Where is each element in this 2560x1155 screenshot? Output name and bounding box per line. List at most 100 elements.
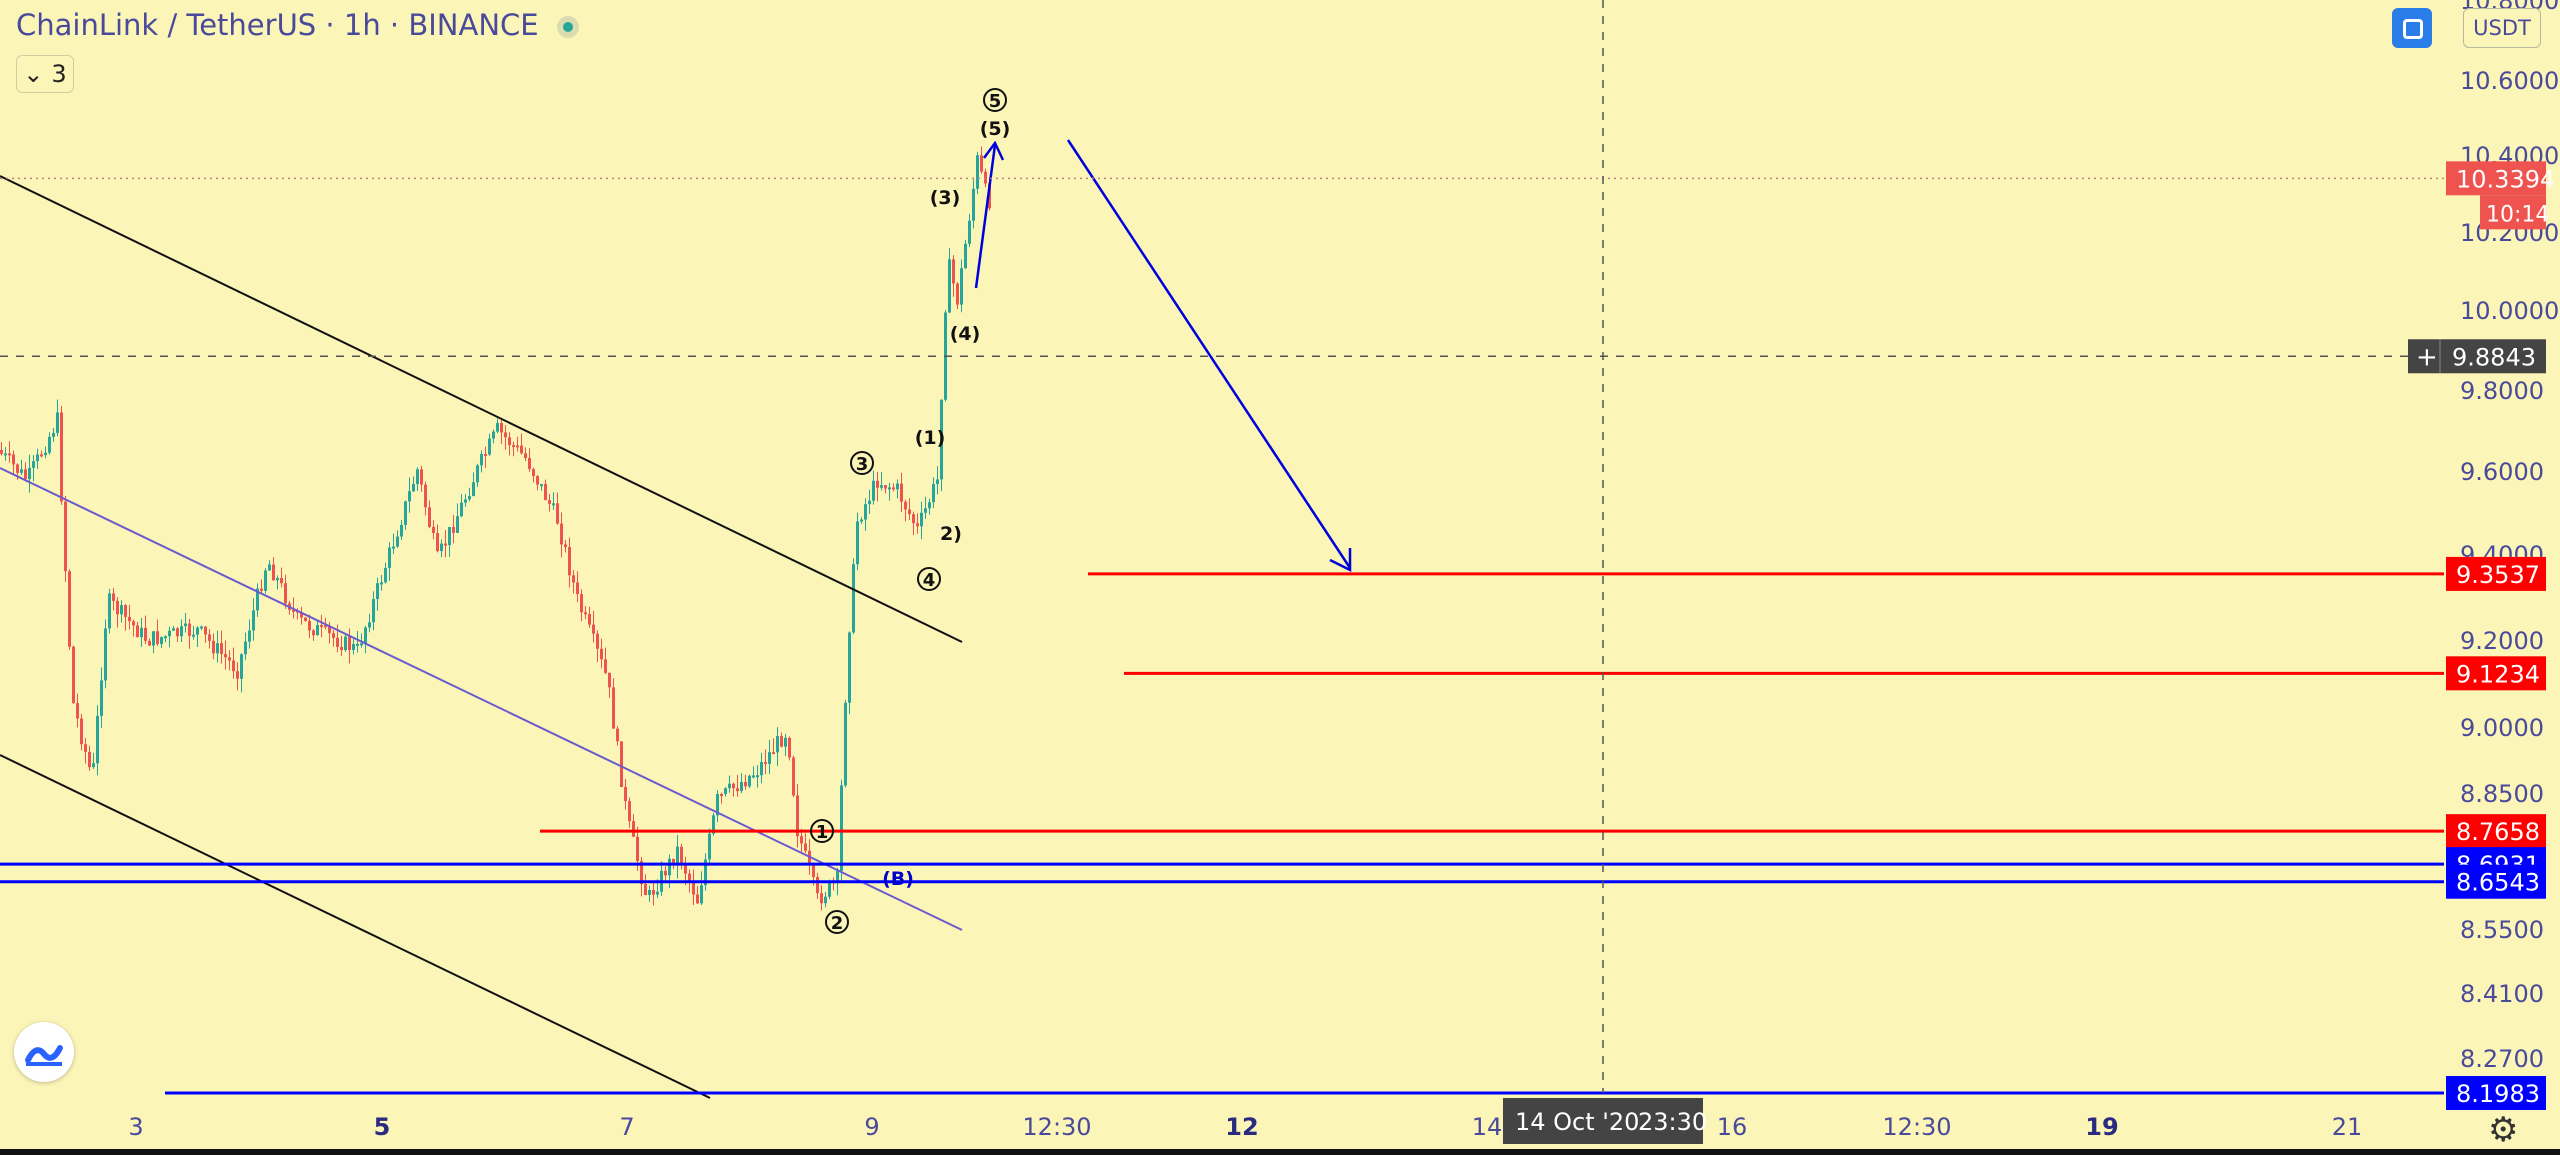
time-tick-label: 16: [1717, 1113, 1748, 1141]
price-tags: 9.35379.12348.76588.69318.65438.198310.3…: [2408, 161, 2555, 1110]
candle-body: [144, 627, 147, 641]
candle-body: [864, 504, 867, 520]
candle-body: [292, 609, 295, 612]
currency-button[interactable]: USDT: [2463, 8, 2541, 48]
candle-body: [616, 728, 619, 742]
candle-body: [932, 484, 935, 503]
candle-body: [984, 171, 987, 184]
price-tick-label: 8.4100: [2460, 980, 2544, 1008]
candle-body: [920, 512, 923, 527]
candle-body: [480, 454, 483, 466]
level-price-tag: 9.3537: [2456, 561, 2540, 589]
wave-label: (1): [915, 427, 946, 449]
candle-body: [364, 627, 367, 644]
channel-upper-line[interactable]: [0, 175, 963, 643]
candle-body: [492, 431, 495, 439]
time-tick-label: 21: [2332, 1113, 2363, 1141]
wave-circle: [825, 910, 849, 934]
candle-body: [708, 833, 711, 860]
level-price-tag-bg: [2446, 864, 2546, 899]
candle-body: [240, 654, 243, 679]
time-tick-label: 7: [619, 1113, 634, 1141]
candle-body: [140, 627, 143, 638]
realtime-button-icon[interactable]: [2392, 8, 2432, 48]
candle-body: [508, 437, 511, 446]
price-tick-label: 10.0000: [2460, 297, 2559, 325]
candle-body: [28, 467, 31, 480]
candle-body: [36, 454, 39, 462]
candle-body: [188, 623, 191, 636]
gear-icon[interactable]: ⚙: [2488, 1110, 2519, 1150]
channel-mid-line[interactable]: [0, 467, 963, 931]
candle-body: [32, 461, 35, 468]
candle-body: [212, 640, 215, 654]
candle-body: [916, 523, 919, 527]
wave-label: (4): [950, 323, 981, 345]
candle-body: [268, 564, 271, 571]
candle-body: [804, 843, 807, 851]
candle-body: [456, 516, 459, 533]
candle-body: [568, 547, 571, 576]
crosshair-date: 14 Oct '20: [1515, 1108, 1639, 1136]
candle-body: [48, 436, 51, 453]
candle-body: [128, 616, 131, 622]
candle-body: [200, 626, 203, 629]
candle-body: [440, 543, 443, 552]
impulse-arrow-head: [982, 140, 1005, 161]
candle-body: [836, 871, 839, 883]
wave-circle: [810, 819, 834, 843]
candle-body: [344, 636, 347, 651]
symbol-title[interactable]: ChainLink / TetherUS · 1h · BINANCE: [16, 8, 579, 42]
level-price-tag: 8.1983: [2456, 1080, 2540, 1108]
horizontal-levels: [0, 177, 2444, 1095]
candle-body: [688, 873, 691, 882]
candle-body: [876, 480, 879, 488]
candle-body: [904, 501, 907, 510]
target-arrow-line[interactable]: [1066, 139, 1352, 569]
candle-body: [580, 594, 583, 613]
candle-body: [628, 801, 631, 822]
candle-body: [684, 864, 687, 874]
candle-body: [908, 509, 911, 515]
tradingview-logo-icon[interactable]: [14, 1022, 74, 1082]
indicator-collapse-button[interactable]: ⌄ 3: [16, 55, 74, 93]
candle-body: [720, 794, 723, 797]
candle-body: [840, 785, 843, 872]
candle-body: [376, 583, 379, 600]
wave-label: (3): [930, 187, 961, 209]
channel-lower-line[interactable]: [0, 754, 711, 1099]
candle-body: [164, 636, 167, 639]
candle-body: [348, 636, 351, 651]
candle-body: [872, 480, 875, 501]
candle-body: [752, 775, 755, 778]
candle-body: [888, 487, 891, 490]
candle-body: [472, 482, 475, 497]
countdown-bg: [2480, 195, 2546, 230]
candle-body: [416, 469, 419, 485]
candle-body: [192, 634, 195, 637]
crosshair: [0, 0, 2444, 1093]
price-axis: 10.800010.600010.400010.200010.00009.800…: [2460, 0, 2559, 1073]
candle-body: [756, 775, 759, 778]
candle-body: [896, 483, 899, 490]
wave-label: 2: [831, 913, 844, 934]
candle-body: [172, 628, 175, 631]
candle-body: [892, 487, 895, 490]
price-tick-label: 8.5500: [2460, 916, 2544, 944]
impulse-arrow-line[interactable]: [974, 144, 997, 289]
candle-body: [844, 702, 847, 786]
candle-body: [160, 637, 163, 644]
candle-body: [392, 546, 395, 549]
candle-body: [80, 718, 83, 745]
wave-circle: [917, 567, 941, 591]
candle-body: [244, 641, 247, 655]
candle-body: [632, 821, 635, 837]
candle-body: [280, 578, 283, 584]
candle-body: [964, 243, 967, 269]
candle-body: [352, 643, 355, 651]
candle-body: [548, 500, 551, 504]
candle-body: [436, 533, 439, 552]
candle-body: [724, 788, 727, 795]
